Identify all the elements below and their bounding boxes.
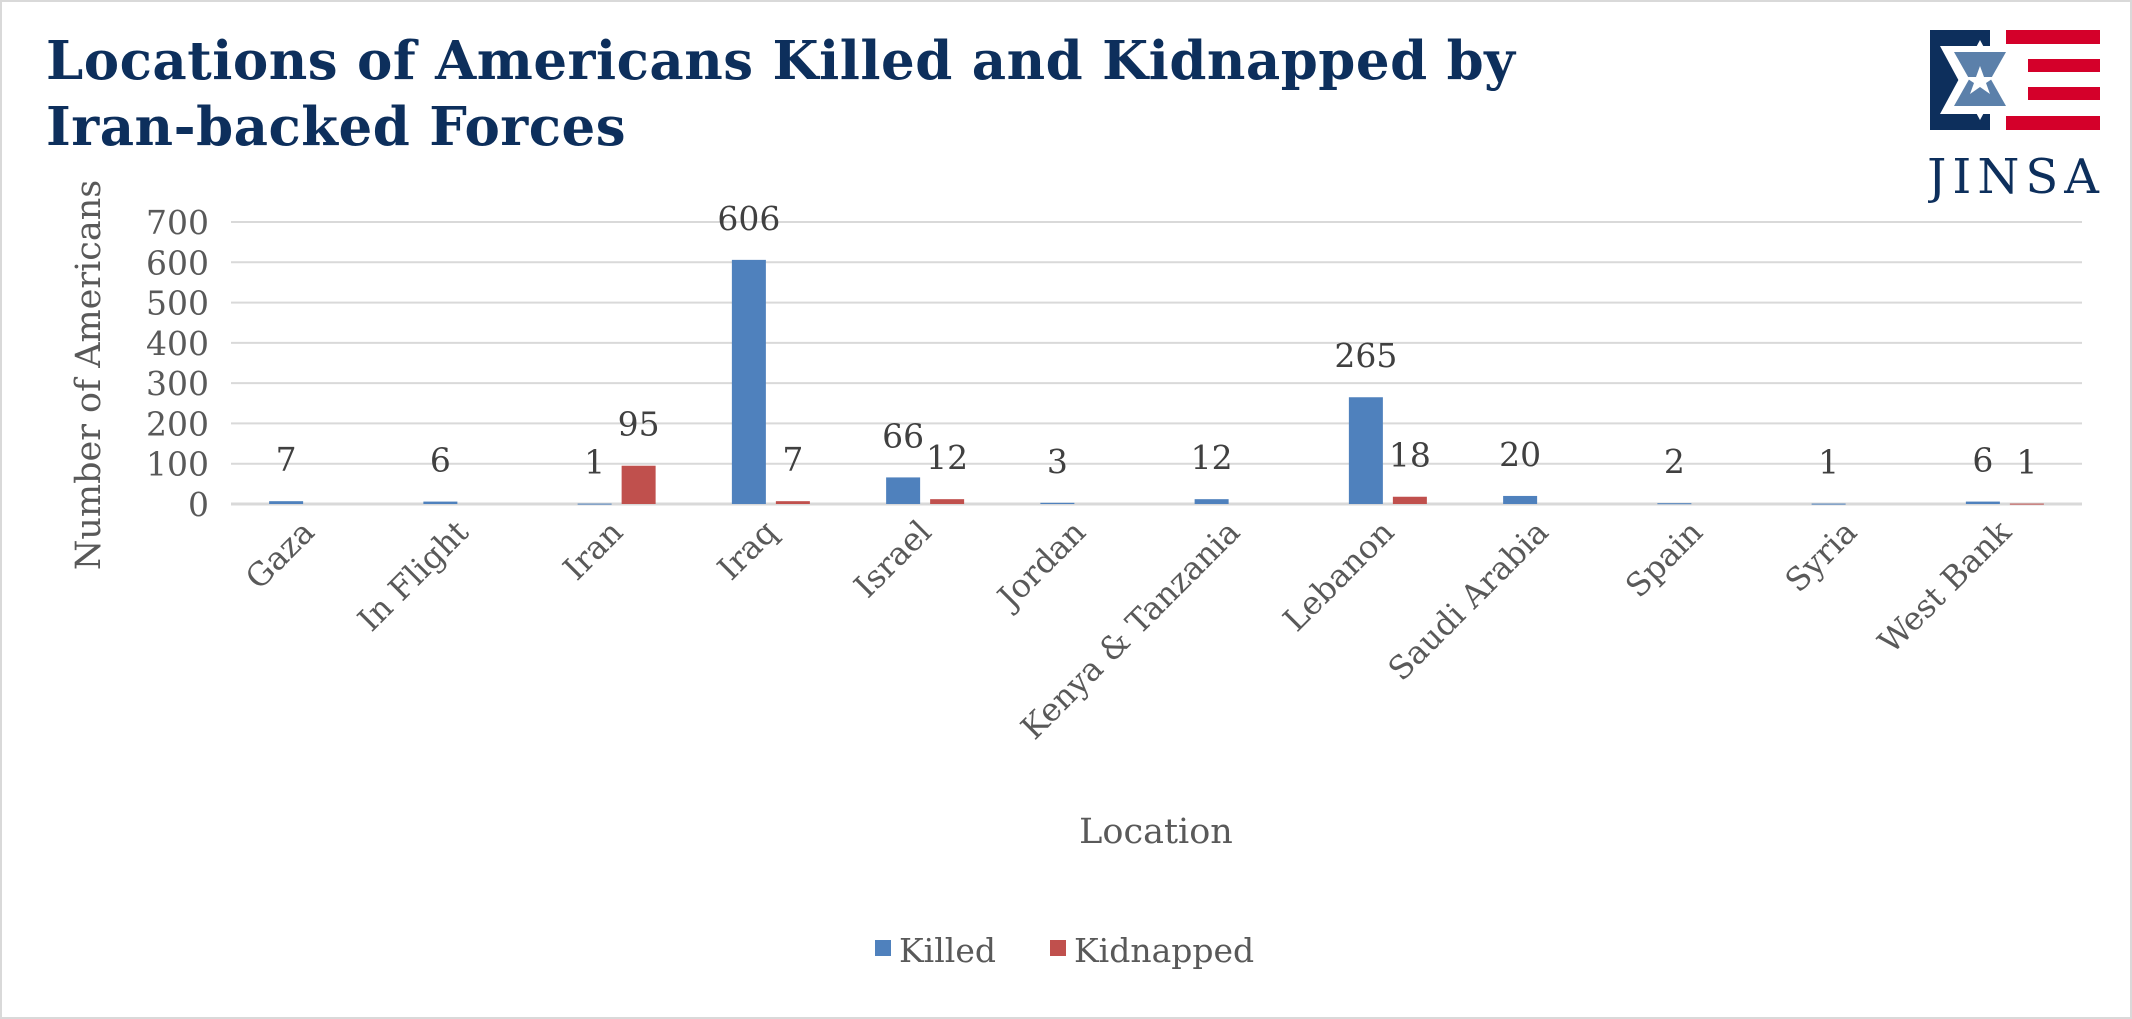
x-tick-label: Iran: [556, 513, 631, 588]
bar-kidnapped: [621, 465, 656, 504]
data-label: 12: [926, 438, 968, 477]
legend-label: Killed: [899, 931, 996, 970]
bar-killed: [269, 501, 304, 504]
legend-swatch-killed: [875, 940, 891, 956]
data-label: 20: [1499, 435, 1541, 474]
data-label: 606: [717, 199, 780, 238]
bar-killed: [886, 477, 921, 504]
y-tick-label: 0: [188, 485, 209, 524]
x-tick-label: Iraq: [710, 513, 785, 588]
y-tick-label: 300: [146, 364, 209, 403]
x-tick-label: Gaza: [238, 513, 322, 597]
bar-killed: [1657, 503, 1692, 505]
data-label: 3: [1047, 442, 1068, 481]
bar-killed: [1194, 499, 1229, 504]
bar-kidnapped: [930, 499, 965, 504]
y-tick-label: 400: [146, 324, 209, 363]
chart-title: Locations of Americans Killed and Kidnap…: [46, 30, 1516, 158]
y-tick-label: 500: [146, 284, 209, 323]
data-label: 7: [276, 440, 297, 479]
x-tick-label: Syria: [1778, 513, 1865, 600]
bar-killed: [1503, 495, 1538, 504]
data-label: 18: [1389, 436, 1431, 475]
logo-text: JINSA: [1928, 149, 2105, 205]
data-label: 1: [2016, 443, 2037, 482]
x-tick-label: West Bank: [1871, 512, 2019, 660]
bar-killed: [423, 501, 458, 504]
jinsa-logo: JINSA: [1922, 28, 2108, 212]
x-tick-label: In Flight: [350, 513, 476, 639]
y-axis-title: Number of Americans: [69, 180, 109, 571]
y-tick-label: 700: [146, 203, 209, 242]
data-label: 6: [430, 441, 451, 480]
x-tick-label: Spain: [1618, 513, 1710, 605]
data-label: 1: [1818, 443, 1839, 482]
data-label: 66: [882, 416, 924, 455]
data-label: 265: [1334, 336, 1397, 375]
x-tick-label: Jordan: [988, 513, 1093, 618]
data-label: 1: [584, 443, 605, 482]
x-axis-title: Location: [1079, 812, 1233, 852]
x-tick-label: Israel: [846, 513, 938, 605]
bar-killed: [1040, 502, 1075, 504]
x-tick-label: Saudi Arabia: [1381, 513, 1556, 688]
bar-kidnapped: [2009, 503, 2044, 505]
bar-kidnapped: [1392, 496, 1427, 504]
bar-killed: [1348, 397, 1383, 504]
bar-killed: [1965, 501, 2000, 504]
data-label: 7: [782, 440, 803, 479]
bar-killed: [731, 259, 766, 504]
bar-kidnapped: [775, 501, 810, 504]
data-label: 6: [1972, 441, 1993, 480]
legend-swatch-kidnapped: [1050, 940, 1066, 956]
data-label: 12: [1191, 438, 1233, 477]
bar-killed: [577, 503, 612, 505]
legend-label: Kidnapped: [1074, 931, 1254, 970]
data-label: 95: [618, 405, 660, 444]
y-tick-label: 600: [146, 243, 209, 282]
bar-killed: [1811, 503, 1846, 505]
legend: Killed Kidnapped: [875, 931, 1254, 970]
y-tick-label: 100: [146, 445, 209, 484]
data-label: 2: [1664, 442, 1685, 481]
x-tick-label: Lebanon: [1276, 513, 1402, 639]
y-tick-label: 200: [146, 404, 209, 443]
